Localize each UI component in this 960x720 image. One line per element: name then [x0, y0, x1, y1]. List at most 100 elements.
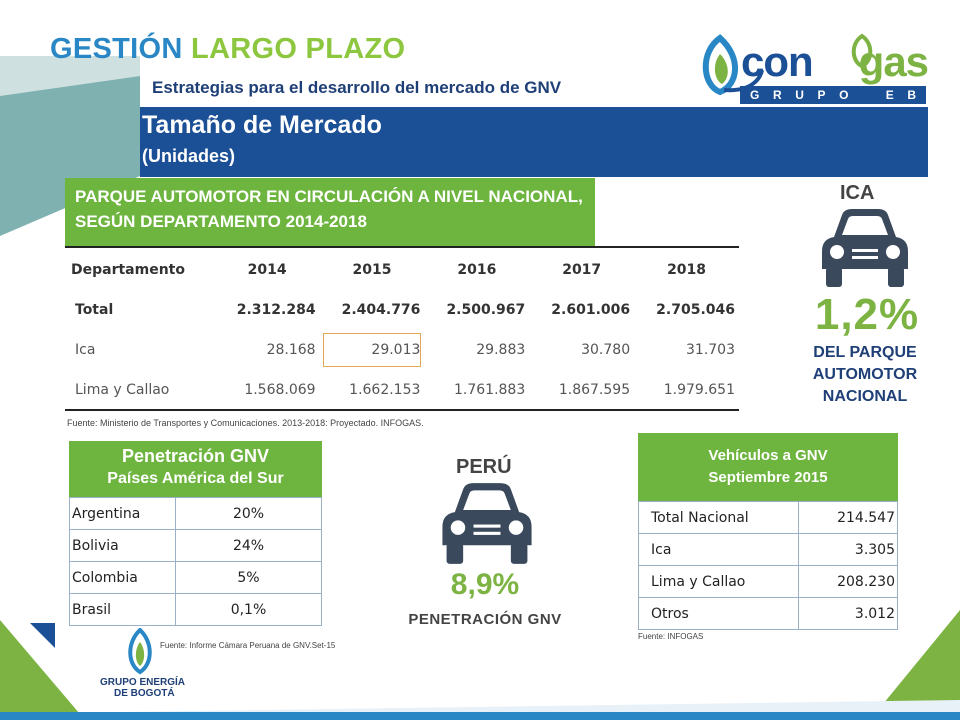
car-icon [822, 209, 908, 287]
row-label: Total [75, 302, 114, 318]
vehiculos-header: Vehículos a GNV Septiembre 2015 [638, 433, 898, 501]
table-row: Argentina 20% [69, 497, 322, 530]
table-row: Otros 3.012 [638, 597, 898, 630]
value-cell: 3.305 [798, 533, 898, 566]
parque-table: Departamento 2014 2015 2016 2017 2018 To… [65, 250, 739, 410]
country-cell: Argentina [69, 497, 176, 530]
section-subtitle: (Unidades) [142, 146, 236, 166]
logo-text-part1: con [741, 38, 814, 85]
value-cell: 20% [175, 497, 322, 530]
column-header: 2016 [457, 262, 497, 278]
table-cell: 2.312.284 [236, 302, 316, 318]
row-label: Lima y Callao [638, 565, 799, 598]
value-cell: 3.012 [798, 597, 898, 630]
logo-strip-letter: B [907, 88, 916, 102]
vehiculos-title: Vehículos a GNV [708, 447, 828, 464]
logo-text-part2: gas [858, 38, 929, 85]
parque-source: Fuente: Ministerio de Transportes y Comu… [67, 418, 424, 428]
table-row: Ica 28.168 29.013 29.883 30.780 31.703 [65, 330, 739, 370]
logo-strip-letter: O [839, 88, 849, 102]
section-title: Tamaño de Mercado [142, 111, 382, 139]
peru-description: PENETRACIÓN GNV [408, 611, 562, 628]
ica-desc-line: NACIONAL [822, 388, 908, 405]
table-cell: 1.979.651 [663, 382, 735, 398]
ica-title: ICA [840, 182, 875, 204]
peru-percent: 8,9% [450, 568, 520, 601]
page-title: GESTIÓN LARGO PLAZO [50, 33, 405, 66]
value-cell: 208.230 [798, 565, 898, 598]
table-cell: 2.705.046 [656, 302, 735, 318]
logo-strip: G R U P O E B [740, 86, 926, 104]
table-cell: 1.568.069 [244, 382, 316, 398]
table-row: Ica 3.305 [638, 533, 898, 566]
table-cell: 30.780 [581, 342, 631, 358]
table-rule-top [65, 246, 739, 248]
ica-description: DEL PARQUE AUTOMOTOR NACIONAL [780, 342, 950, 408]
country-cell: Bolivia [69, 529, 176, 562]
penetracion-title: Penetración GNV [121, 446, 270, 466]
parque-title: PARQUE AUTOMOTOR EN CIRCULACIÓN A NIVEL … [65, 178, 595, 246]
page-subtitle: Estrategias para el desarrollo del merca… [152, 78, 562, 97]
country-cell: Brasil [69, 593, 176, 626]
row-label: Lima y Callao [75, 382, 170, 398]
table-cell: 31.703 [686, 342, 735, 358]
penetracion-table: Argentina 20% Bolivia 24% Colombia 5% Br… [69, 497, 322, 626]
logo-strip-letter: G [750, 88, 760, 102]
table-cell: 2.404.776 [341, 302, 421, 318]
value-cell: 214.547 [798, 501, 898, 534]
table-row: Bolivia 24% [69, 529, 322, 562]
table-cell-highlighted: 29.013 [320, 330, 425, 370]
geb-line: GRUPO ENERGÍA [100, 677, 186, 688]
title-part1: GESTIÓN [50, 33, 183, 65]
row-label: Otros [638, 597, 799, 630]
row-label: Total Nacional [638, 501, 799, 534]
table-cell: 1.662.153 [349, 382, 421, 398]
title-part2: LARGO PLAZO [190, 33, 406, 65]
table-row: Lima y Callao 208.230 [638, 565, 898, 598]
table-row: Colombia 5% [69, 561, 322, 594]
logo-strip-letter: R [772, 88, 782, 102]
geb-line: DE BOGOTÁ [114, 688, 175, 699]
row-label: Ica [75, 342, 96, 358]
penetracion-header: Penetración GNV Países América del Sur [69, 441, 322, 497]
vehiculos-table: Total Nacional 214.547 Ica 3.305 Lima y … [638, 501, 898, 630]
table-row: Total Nacional 214.547 [638, 501, 898, 534]
table-cell: 2.601.006 [551, 302, 631, 318]
table-cell: 29.883 [476, 342, 526, 358]
ica-percent: 1,2% [814, 290, 920, 339]
value-cell: 24% [175, 529, 322, 562]
section-band [140, 107, 928, 177]
value-cell: 0,1% [175, 593, 322, 626]
penetracion-subtitle: Países América del Sur [107, 470, 284, 487]
table-row: Total 2.312.284 2.404.776 2.500.967 2.60… [65, 290, 739, 330]
column-header: 2014 [247, 262, 287, 278]
row-label: Ica [638, 533, 799, 566]
ica-desc-line: AUTOMOTOR [812, 366, 918, 383]
table-cell: 1.867.595 [558, 382, 631, 398]
peru-title: PERÚ [456, 456, 512, 478]
vehiculos-date: Septiembre 2015 [708, 469, 828, 486]
value-cell: 5% [175, 561, 322, 594]
logo-strip-letter: U [795, 88, 804, 102]
car-icon [442, 483, 532, 564]
table-cell: 1.761.883 [454, 382, 526, 398]
logo-strip-letter: P [817, 88, 826, 102]
geb-logo-icon [128, 628, 152, 675]
ica-desc-line: DEL PARQUE [813, 344, 917, 361]
contugas-logo-icon [702, 33, 873, 96]
table-cell: 28.168 [266, 342, 316, 358]
table-row: Brasil 0,1% [69, 593, 322, 626]
table-cell: 2.500.967 [446, 302, 526, 318]
geb-logo-text: GRUPO ENERGÍA DE BOGOTÁ [100, 677, 185, 699]
column-header: 2015 [352, 262, 392, 278]
country-cell: Colombia [69, 561, 176, 594]
penetracion-source: Fuente: Informe Cámara Peruana de GNV.Se… [160, 641, 336, 650]
column-header: 2018 [667, 262, 707, 278]
logo-strip-letter: E [885, 88, 894, 102]
column-header: Departamento [71, 262, 185, 278]
column-header: 2017 [562, 262, 602, 278]
table-rule-bottom [65, 409, 739, 411]
table-header-row: Departamento 2014 2015 2016 2017 2018 [65, 250, 739, 290]
vehiculos-source: Fuente: INFOGAS [638, 632, 704, 641]
